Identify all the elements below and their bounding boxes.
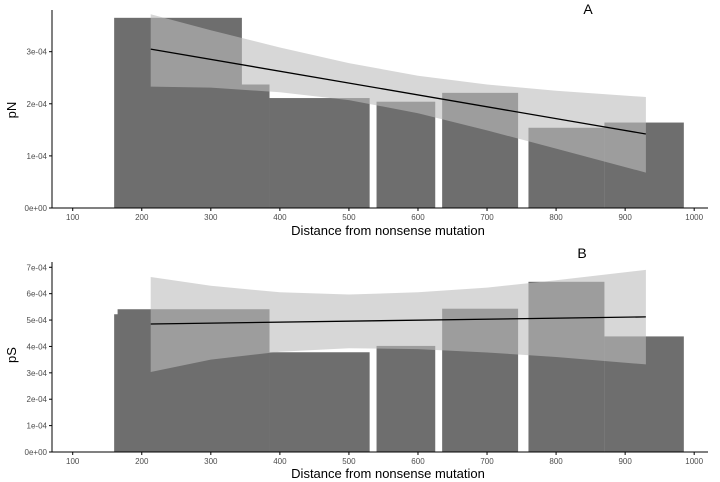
x-tick-label: 700: [480, 457, 494, 466]
panel-label-b: B: [577, 245, 586, 261]
bar-3: [269, 98, 370, 208]
y-tick-label: 5e-04: [27, 316, 48, 325]
bar-3: [269, 352, 370, 452]
y-tick-label: 3e-04: [27, 369, 48, 378]
x-tick-label: 800: [549, 213, 563, 222]
panel-label-a: A: [583, 1, 593, 17]
bar-4: [376, 345, 436, 452]
y-tick-label: 2e-04: [27, 395, 48, 404]
x-axis-title-b: Distance from nonsense mutation: [291, 466, 485, 481]
x-tick-label: 900: [618, 213, 632, 222]
y-tick-label: 3e-04: [27, 48, 48, 57]
x-tick-label: 600: [411, 213, 425, 222]
y-tick-label: 6e-04: [27, 290, 48, 299]
x-tick-label: 300: [204, 457, 218, 466]
x-tick-label: 100: [66, 457, 80, 466]
y-tick-label: 1e-04: [27, 422, 48, 431]
x-tick-label: 800: [549, 457, 563, 466]
y-tick-label: 4e-04: [27, 342, 48, 351]
y-axis-title-a: pN: [4, 102, 19, 119]
y-tick-label: 2e-04: [27, 100, 48, 109]
panel-b: B Distance from nonsense mutation pS 0e+…: [4, 245, 708, 481]
y-axis-title-b: pS: [4, 347, 19, 363]
x-tick-label: 1000: [685, 457, 703, 466]
y-tick-label: 0e+00: [25, 448, 48, 457]
panel-a: A Distance from nonsense mutation pN 0e+…: [4, 1, 708, 238]
bar-4: [376, 101, 436, 208]
y-tick-label: 7e-04: [27, 263, 48, 272]
x-axis-title-a: Distance from nonsense mutation: [291, 223, 485, 238]
x-tick-label: 400: [273, 457, 287, 466]
x-tick-label: 100: [66, 213, 80, 222]
bar-2: [117, 84, 270, 208]
x-tick-label: 1000: [685, 213, 703, 222]
x-tick-label: 500: [342, 457, 356, 466]
fit-line: [150, 48, 646, 135]
x-tick-label: 600: [411, 457, 425, 466]
x-tick-label: 500: [342, 213, 356, 222]
confidence-band: [150, 14, 646, 173]
x-tick-label: 900: [618, 457, 632, 466]
x-tick-label: 700: [480, 213, 494, 222]
x-tick-label: 300: [204, 213, 218, 222]
x-tick-label: 200: [135, 213, 149, 222]
x-tick-label: 400: [273, 213, 287, 222]
fit-line: [150, 316, 646, 325]
x-tick-label: 200: [135, 457, 149, 466]
y-tick-label: 1e-04: [27, 152, 48, 161]
y-tick-label: 0e+00: [25, 204, 48, 213]
